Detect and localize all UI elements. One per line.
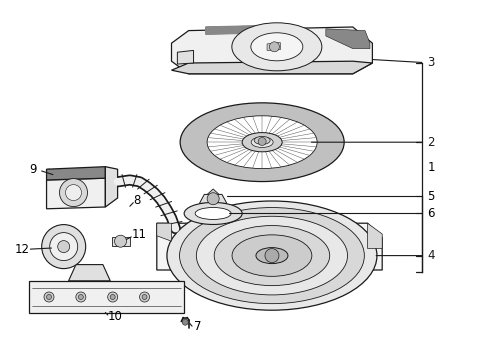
Ellipse shape [251,33,303,61]
Circle shape [44,292,54,302]
Polygon shape [172,61,372,74]
Polygon shape [112,237,130,246]
Polygon shape [172,27,372,74]
Ellipse shape [251,137,273,148]
Text: 5: 5 [427,190,435,203]
Circle shape [140,292,149,302]
Ellipse shape [207,116,317,168]
Polygon shape [206,25,284,34]
Text: 11: 11 [131,228,147,240]
Polygon shape [267,42,280,50]
Ellipse shape [232,235,312,276]
Circle shape [142,294,147,300]
Circle shape [265,249,279,262]
Circle shape [182,319,188,325]
Polygon shape [177,50,194,64]
Circle shape [59,179,88,207]
Text: 3: 3 [373,57,435,69]
Text: 6: 6 [427,207,435,220]
Polygon shape [47,178,105,209]
Text: 4: 4 [376,249,435,262]
Circle shape [258,138,266,145]
Ellipse shape [195,207,231,220]
Polygon shape [157,223,382,270]
Polygon shape [199,194,227,203]
Circle shape [110,294,115,300]
Text: 1: 1 [427,161,435,174]
Polygon shape [207,189,219,194]
Polygon shape [326,29,370,49]
Polygon shape [105,167,118,207]
Polygon shape [29,281,184,313]
Circle shape [66,185,81,201]
Ellipse shape [167,201,377,310]
Polygon shape [368,223,382,248]
Polygon shape [69,265,110,281]
Polygon shape [206,25,284,34]
Ellipse shape [184,202,242,225]
Circle shape [270,42,279,52]
Text: 10: 10 [108,310,122,323]
Ellipse shape [196,216,347,295]
Circle shape [58,240,70,253]
Circle shape [207,193,219,205]
Text: 7: 7 [194,320,201,333]
Polygon shape [157,223,172,241]
Text: 12: 12 [14,243,29,256]
Ellipse shape [254,136,270,144]
Ellipse shape [232,23,322,71]
Circle shape [78,294,83,300]
Circle shape [47,294,51,300]
Ellipse shape [242,132,282,152]
Ellipse shape [214,226,330,285]
Text: 9: 9 [29,163,37,176]
Circle shape [76,292,86,302]
Circle shape [49,233,78,261]
Ellipse shape [180,103,344,181]
Text: 2: 2 [312,136,435,149]
Circle shape [108,292,118,302]
Text: 8: 8 [133,194,141,207]
Circle shape [42,225,86,269]
Circle shape [115,235,126,247]
Ellipse shape [256,248,288,264]
Polygon shape [47,167,105,180]
Ellipse shape [179,208,365,303]
